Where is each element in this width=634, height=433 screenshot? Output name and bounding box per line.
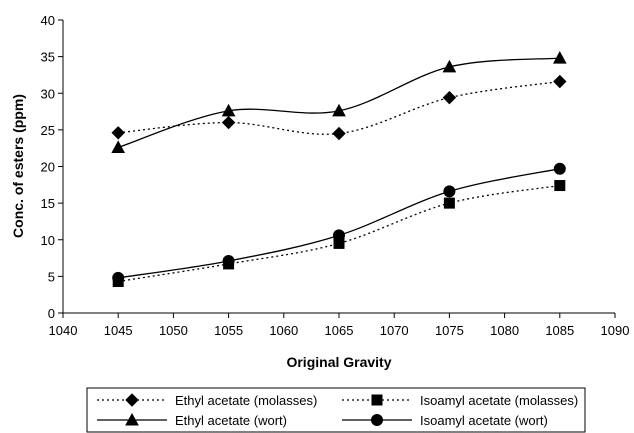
data-point-circle [443, 185, 456, 198]
y-tick-label: 0 [48, 306, 55, 321]
data-point-diamond [111, 126, 125, 140]
data-point-diamond [221, 115, 236, 130]
x-tick-label: 1070 [380, 323, 409, 338]
data-point-circle [553, 162, 566, 175]
legend-marker-diamond [125, 393, 139, 407]
x-tick-label: 1090 [601, 323, 630, 338]
x-axis-title: Original Gravity [286, 354, 391, 370]
legend-marker-square [371, 394, 383, 406]
legend-marker-triangle [125, 412, 139, 426]
data-point-diamond [442, 90, 457, 105]
data-point-circle [222, 254, 235, 267]
y-tick-label: 35 [41, 50, 55, 65]
data-point-diamond [332, 126, 346, 141]
plot-area [111, 51, 567, 288]
legend-marker-circle [371, 414, 383, 426]
series-line [118, 80, 560, 135]
x-tick-label: 1075 [435, 323, 464, 338]
data-point-triangle [442, 59, 457, 73]
x-axis: 1040 1045 1050 1055 1060 1065 1070 1075 1080 1085… [49, 312, 630, 338]
y-tick-label: 20 [41, 160, 55, 175]
data-point-square [443, 197, 455, 209]
y-tick-label: 40 [41, 13, 55, 28]
x-tick-label: 1045 [104, 323, 133, 338]
x-tick-label: 1080 [490, 323, 519, 338]
y-tick-label: 10 [41, 233, 55, 248]
x-tick-label: 1050 [159, 323, 188, 338]
legend-label: Isoamyl acetate (molasses) [420, 393, 578, 408]
series-diamond [111, 74, 567, 141]
legend-label: Isoamyl acetate (wort) [420, 413, 548, 428]
y-tick-label: 30 [41, 86, 55, 101]
series-line [118, 168, 560, 279]
series-circle [112, 162, 566, 284]
legend-label: Ethyl acetate (molasses) [175, 393, 317, 408]
series-triangle [111, 51, 567, 153]
legend-box [86, 387, 586, 433]
x-tick-label: 1055 [214, 323, 243, 338]
x-tick-label: 1065 [325, 323, 354, 338]
x-tick-label: 1060 [269, 323, 298, 338]
data-point-circle [112, 271, 125, 284]
y-tick-label: 15 [41, 196, 55, 211]
legend: Ethyl acetate (molasses) Isoamyl acetate … [86, 387, 586, 433]
x-tick-label: 1040 [49, 323, 78, 338]
y-axis: 0 5 10 15 20 25 30 35 40 [41, 13, 64, 321]
y-axis-title: Conc. of esters (ppm) [10, 94, 26, 238]
y-tick-label: 5 [48, 269, 55, 284]
data-point-diamond [553, 74, 567, 89]
legend-label: Ethyl acetate (wort) [175, 413, 287, 428]
data-point-triangle [332, 103, 346, 117]
data-point-triangle [111, 140, 126, 153]
data-point-square [554, 180, 566, 192]
data-point-triangle [552, 51, 567, 64]
y-tick-label: 25 [41, 123, 55, 138]
x-tick-label: 1085 [545, 323, 574, 338]
data-point-triangle [221, 103, 236, 117]
data-point-circle [333, 229, 345, 242]
